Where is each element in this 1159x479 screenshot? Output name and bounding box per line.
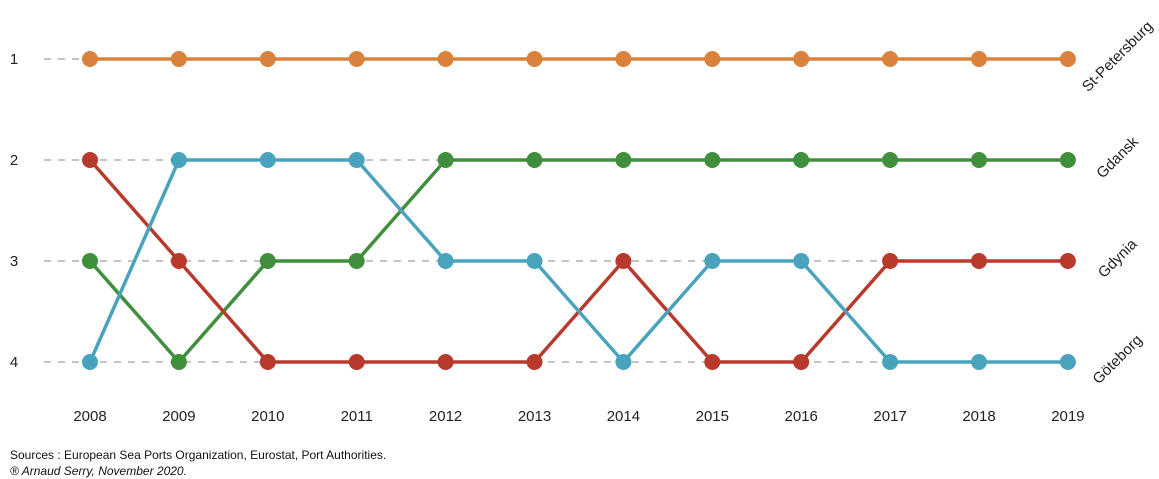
source-note: Sources : European Sea Ports Organizatio… <box>10 448 387 462</box>
data-point <box>882 253 899 269</box>
series-group <box>82 51 1076 67</box>
credit-note: ® Arnaud Serry, November 2020. <box>10 464 187 478</box>
x-tick-label: 2015 <box>696 408 729 425</box>
series-label: Göteborg <box>1090 332 1146 388</box>
data-point <box>170 51 187 67</box>
x-tick-label: 2008 <box>73 408 106 425</box>
data-point <box>348 152 365 168</box>
x-axis: 2008 2009 2010 2011 2012 2013 2014 2015 2016 2017… <box>73 408 1084 425</box>
data-point <box>82 354 98 370</box>
data-point <box>615 253 632 269</box>
data-point <box>704 354 721 370</box>
data-point <box>615 152 632 168</box>
series-group <box>82 152 1076 370</box>
data-point <box>170 253 187 269</box>
data-point <box>437 354 454 370</box>
data-point <box>971 253 987 269</box>
data-point <box>259 253 276 269</box>
series-layer <box>82 51 1076 370</box>
data-point <box>82 51 98 67</box>
data-point <box>971 152 987 168</box>
data-point <box>615 51 632 67</box>
data-point <box>170 354 187 370</box>
data-point <box>971 354 987 370</box>
data-point <box>882 354 899 370</box>
y-tick-label: 4 <box>10 354 18 371</box>
data-point <box>526 253 543 269</box>
data-point <box>793 253 810 269</box>
bump-chart: 1 2 3 4 2008 2009 2010 2011 2012 2013 2014 2015 201… <box>10 18 1157 425</box>
data-point <box>704 51 721 67</box>
data-point <box>259 354 276 370</box>
data-point <box>882 152 899 168</box>
y-axis: 1 2 3 4 <box>10 51 18 371</box>
x-tick-label: 2009 <box>162 408 195 425</box>
data-point <box>259 51 276 67</box>
x-tick-label: 2012 <box>429 408 462 425</box>
data-point <box>348 253 365 269</box>
data-point <box>82 152 98 168</box>
data-point <box>348 51 365 67</box>
data-point <box>348 354 365 370</box>
data-point <box>793 152 810 168</box>
x-tick-label: 2019 <box>1051 408 1084 425</box>
y-tick-label: 1 <box>10 51 18 68</box>
data-point <box>1059 51 1076 67</box>
data-point <box>170 152 187 168</box>
x-tick-label: 2013 <box>518 408 551 425</box>
data-point <box>793 354 810 370</box>
data-point <box>704 152 721 168</box>
series-line <box>88 158 1068 364</box>
data-point <box>437 253 454 269</box>
x-tick-label: 2014 <box>607 408 640 425</box>
series-group <box>82 152 1076 370</box>
series-label: Gdynia <box>1095 235 1141 281</box>
grid-layer <box>44 58 1068 363</box>
y-tick-label: 2 <box>10 152 18 169</box>
x-tick-label: 2018 <box>962 408 995 425</box>
series-labels: St-Petersburg Gdansk Gdynia Göteborg <box>1079 18 1156 388</box>
data-point <box>1059 354 1076 370</box>
data-point <box>615 354 632 370</box>
data-point <box>82 253 98 269</box>
data-point <box>437 152 454 168</box>
series-label: St-Petersburg <box>1079 18 1156 95</box>
data-point <box>793 51 810 67</box>
data-point <box>1059 253 1076 269</box>
series-label: Gdansk <box>1093 133 1142 182</box>
data-point <box>704 253 721 269</box>
series-line <box>88 158 1068 364</box>
x-tick-label: 2010 <box>251 408 284 425</box>
x-tick-label: 2017 <box>873 408 906 425</box>
data-point <box>526 152 543 168</box>
data-point <box>971 51 987 67</box>
data-point <box>882 51 899 67</box>
x-tick-label: 2011 <box>341 408 373 425</box>
x-tick-label: 2016 <box>785 408 818 425</box>
data-point <box>259 152 276 168</box>
data-point <box>1059 152 1076 168</box>
y-tick-label: 3 <box>10 253 18 270</box>
data-point <box>526 354 543 370</box>
data-point <box>526 51 543 67</box>
data-point <box>437 51 454 67</box>
